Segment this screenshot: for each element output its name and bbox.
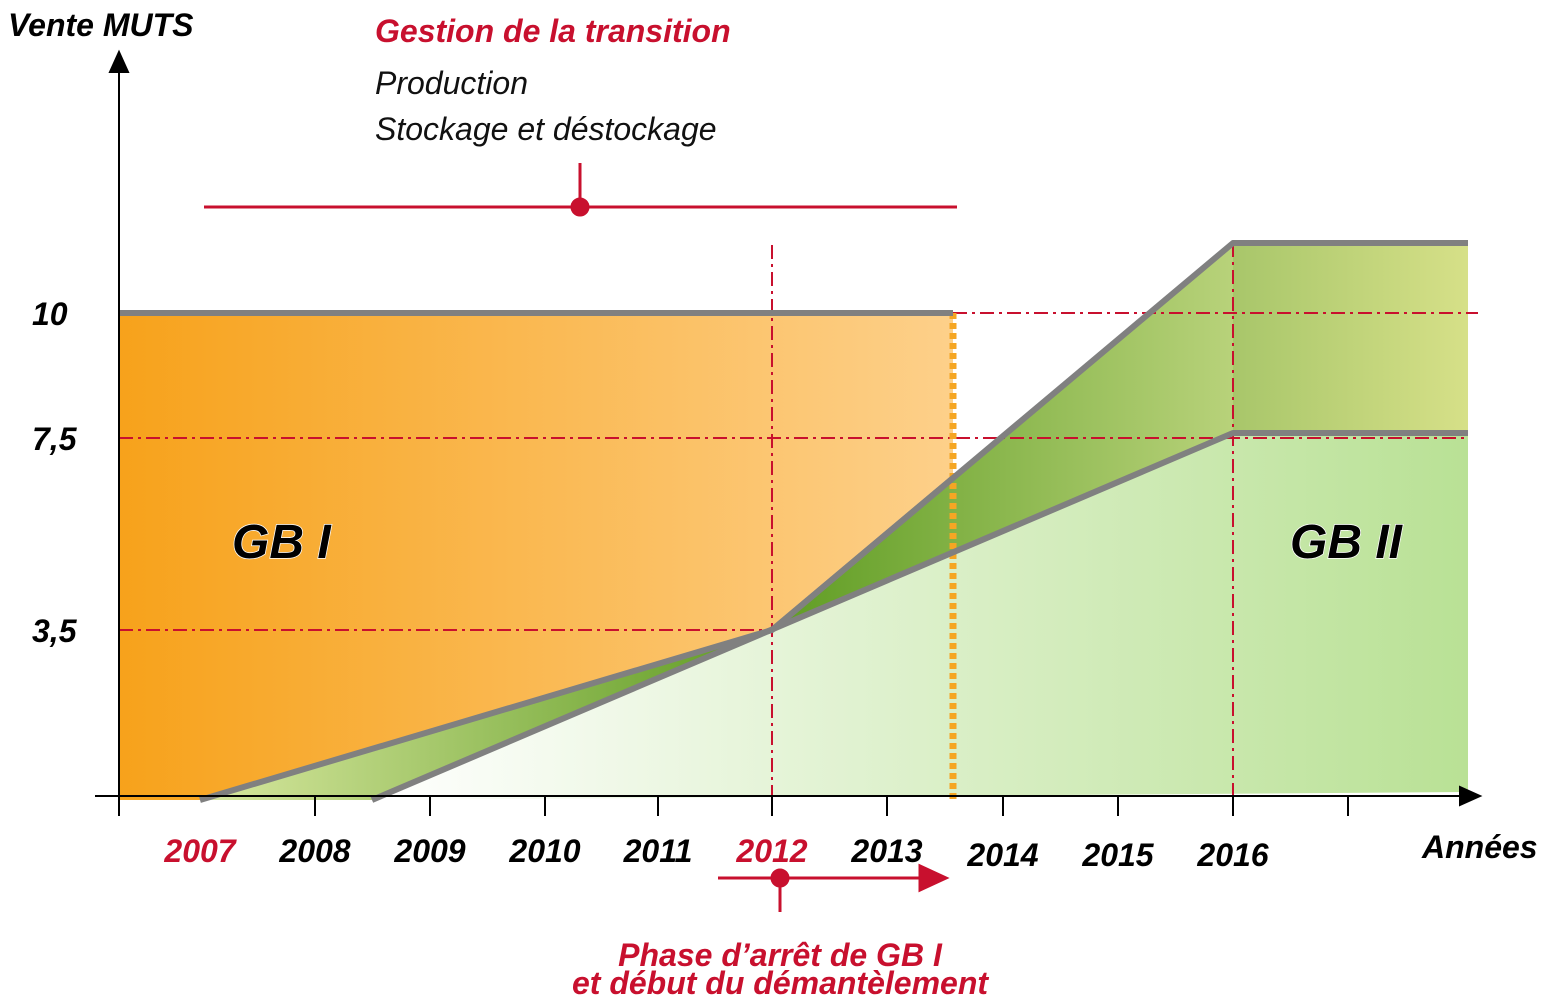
x-ticks: 2007 2008 2009 2010 2011 2012 2013 2014 2015 2016 (163, 833, 1268, 873)
y-tick: 10 (32, 296, 68, 332)
axes (95, 49, 1483, 816)
x-tick: 2009 (393, 833, 465, 869)
region-label: GB I (232, 516, 332, 569)
x-tick: 2008 (278, 833, 350, 869)
y-axis-label: Vente MUTS (8, 7, 194, 43)
x-tick: 2007 (163, 833, 237, 869)
x-tick: 2013 (850, 833, 922, 869)
phase-label: Phase d’arrêt de GB I (618, 937, 943, 973)
x-axis-label: Années (1421, 829, 1538, 865)
guides (119, 243, 1478, 800)
x-tick: 2014 (966, 837, 1038, 873)
transition-item: Stockage et déstockage (375, 111, 717, 147)
transition-title: Gestion de la transition (375, 13, 731, 49)
x-tick: 2010 (508, 833, 580, 869)
phase-label: et début du démantèlement (572, 965, 989, 1001)
brackets (204, 163, 957, 912)
x-tick: 2015 (1081, 837, 1154, 873)
curves (119, 240, 1468, 803)
x-tick: 2016 (1196, 837, 1268, 873)
y-tick: 7,5 (32, 421, 78, 457)
region-label: GB II (1290, 516, 1404, 569)
x-tick: 2011 (623, 833, 693, 869)
y-tick: 3,5 (32, 613, 78, 649)
transition-item: Production (375, 65, 528, 101)
x-tick: 2012 (735, 833, 807, 869)
